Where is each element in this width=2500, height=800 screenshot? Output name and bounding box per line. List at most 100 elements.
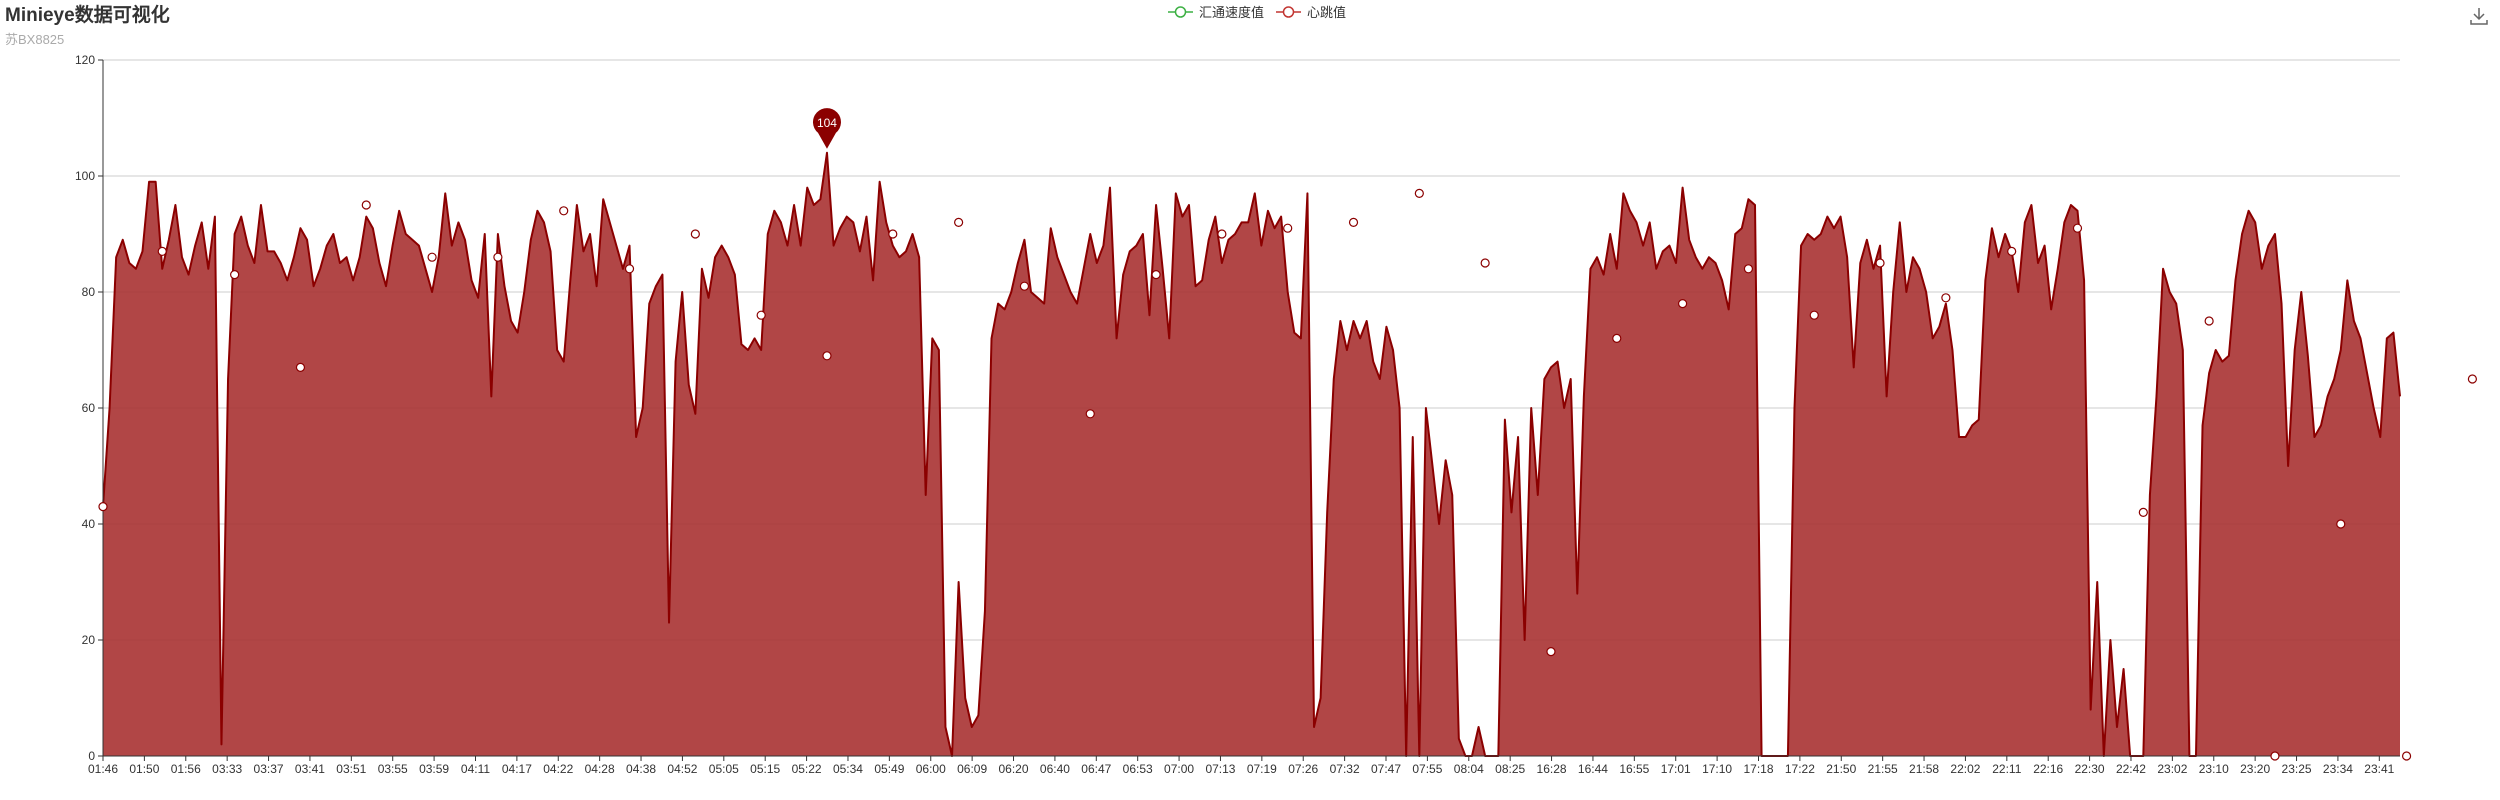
- x-tick-label: 22:42: [2116, 762, 2146, 776]
- x-tick-label: 04:11: [461, 762, 490, 776]
- data-point-marker: [1283, 223, 1293, 233]
- data-point-marker: [822, 351, 832, 361]
- x-tick-label: 04:22: [543, 762, 573, 776]
- data-point-marker: [1743, 264, 1754, 274]
- x-tick-label: 01:56: [171, 762, 201, 776]
- x-tick-label: 05:22: [792, 762, 822, 776]
- x-tick-label: 17:18: [1743, 762, 1773, 776]
- x-tick-label: 01:46: [88, 762, 118, 776]
- y-tick-label: 120: [75, 53, 95, 67]
- x-tick-label: 04:17: [502, 762, 532, 776]
- x-tick-label: 07:19: [1247, 762, 1277, 776]
- x-tick-label: 04:28: [585, 762, 615, 776]
- x-tick-label: 08:25: [1495, 762, 1525, 776]
- x-tick-label: 01:50: [129, 762, 159, 776]
- data-point-marker: [1414, 188, 1424, 198]
- data-point-marker: [1941, 293, 1951, 303]
- legend-speed-marker-icon: [1168, 5, 1193, 18]
- max-value-label: 104: [817, 116, 837, 130]
- x-tick-label: 03:37: [254, 762, 284, 776]
- x-tick-label: 23:10: [2199, 762, 2229, 776]
- data-point-marker: [1348, 217, 1359, 227]
- data-point-marker: [624, 264, 635, 274]
- data-point-marker: [157, 246, 167, 256]
- data-point-marker: [2007, 246, 2017, 256]
- data-point-marker: [690, 229, 700, 239]
- y-tick-label: 60: [82, 401, 96, 415]
- x-tick-label: 21:55: [1868, 762, 1898, 776]
- x-tick-label: 07:13: [1205, 762, 1235, 776]
- data-point-marker: [954, 217, 964, 227]
- x-tick-label: 21:58: [1909, 762, 1939, 776]
- x-tick-label: 06:53: [1123, 762, 1153, 776]
- x-tick-label: 06:40: [1040, 762, 1070, 776]
- chart-legend: 汇通速度值 心跳值: [1168, 2, 1346, 21]
- data-point-marker: [1612, 333, 1622, 343]
- y-tick-label: 80: [82, 285, 96, 299]
- data-point-marker: [1085, 409, 1095, 419]
- data-point-marker: [1809, 310, 1819, 320]
- axis-layer: 0 20 40 60 80 100 120 01:46 01:50 01:56 03:33 03:37…: [75, 53, 2400, 776]
- heartbeat-line: [102, 151, 2401, 757]
- x-tick-label: 03:51: [336, 762, 366, 776]
- x-tick-label: 16:28: [1537, 762, 1567, 776]
- download-icon[interactable]: [2468, 5, 2490, 27]
- heartbeat-area: [103, 152, 2400, 757]
- x-tick-label: 05:15: [750, 762, 780, 776]
- data-point-marker: [2138, 507, 2148, 518]
- legend-heartbeat-marker-icon: [1276, 5, 1302, 18]
- x-tick-label: 22:11: [1992, 762, 2021, 776]
- x-tick-label: 23:41: [2364, 762, 2394, 776]
- max-pin-layer: 104: [812, 108, 841, 149]
- x-tick-label: 06:20: [999, 762, 1029, 776]
- x-tick-label: 05:05: [709, 762, 739, 776]
- x-tick-label: 22:16: [2033, 762, 2063, 776]
- chart-title: Minieye数据可视化: [5, 5, 170, 26]
- x-tick-label: 04:52: [667, 762, 697, 776]
- data-point-marker: [2270, 751, 2280, 761]
- data-point-marker: [1151, 270, 1161, 280]
- data-point-marker: [493, 252, 503, 262]
- x-tick-label: 23:34: [2323, 762, 2353, 776]
- x-tick-label: 23:20: [2240, 762, 2270, 776]
- data-point-marker: [295, 362, 306, 372]
- x-tick-label: 16:55: [1619, 762, 1649, 776]
- x-tick-label: 17:10: [1702, 762, 1732, 776]
- data-point-marker: [1217, 229, 1227, 239]
- x-tick-label: 06:47: [1081, 762, 1111, 776]
- data-point-marker: [1546, 646, 1556, 657]
- x-tick-label: 08:04: [1454, 762, 1484, 776]
- x-tick-label: 22:30: [2075, 762, 2105, 776]
- x-tick-label: 06:09: [957, 762, 987, 776]
- data-point-marker: [1875, 258, 1885, 268]
- x-tick-label: 04:38: [626, 762, 656, 776]
- x-tick-label: 05:34: [833, 762, 863, 776]
- y-tick-label: 0: [88, 749, 95, 763]
- data-point-marker: [2072, 223, 2083, 233]
- data-point-marker: [2204, 316, 2214, 326]
- x-tick-label: 22:02: [1950, 762, 1980, 776]
- data-point-marker: [756, 310, 766, 320]
- chart-subtitle: 苏BX8825: [5, 32, 65, 47]
- data-point-marker: [230, 270, 240, 280]
- x-tick-label: 05:49: [874, 762, 904, 776]
- data-point-marker: [427, 252, 437, 262]
- x-tick-label: 03:33: [212, 762, 242, 776]
- legend-item-speed[interactable]: 汇通速度值: [1168, 2, 1264, 21]
- y-tick-label: 40: [82, 517, 96, 531]
- data-point-marker: [361, 200, 371, 210]
- legend-item-heartbeat[interactable]: 心跳值: [1276, 2, 1346, 21]
- data-point-marker: [1677, 299, 1688, 309]
- data-point-marker: [2401, 751, 2412, 761]
- x-tick-label: 03:41: [295, 762, 325, 776]
- x-tick-label: 07:32: [1330, 762, 1360, 776]
- x-tick-label: 21:50: [1826, 762, 1856, 776]
- data-point-marker: [2336, 519, 2346, 529]
- data-point-marker: [1019, 281, 1030, 291]
- data-point-marker: [2467, 374, 2477, 384]
- y-tick-label: 100: [75, 169, 95, 183]
- marker-layer: [98, 188, 2477, 761]
- x-tick-label: 07:26: [1288, 762, 1318, 776]
- x-tick-label: 07:00: [1164, 762, 1194, 776]
- data-point-marker: [1480, 258, 1490, 268]
